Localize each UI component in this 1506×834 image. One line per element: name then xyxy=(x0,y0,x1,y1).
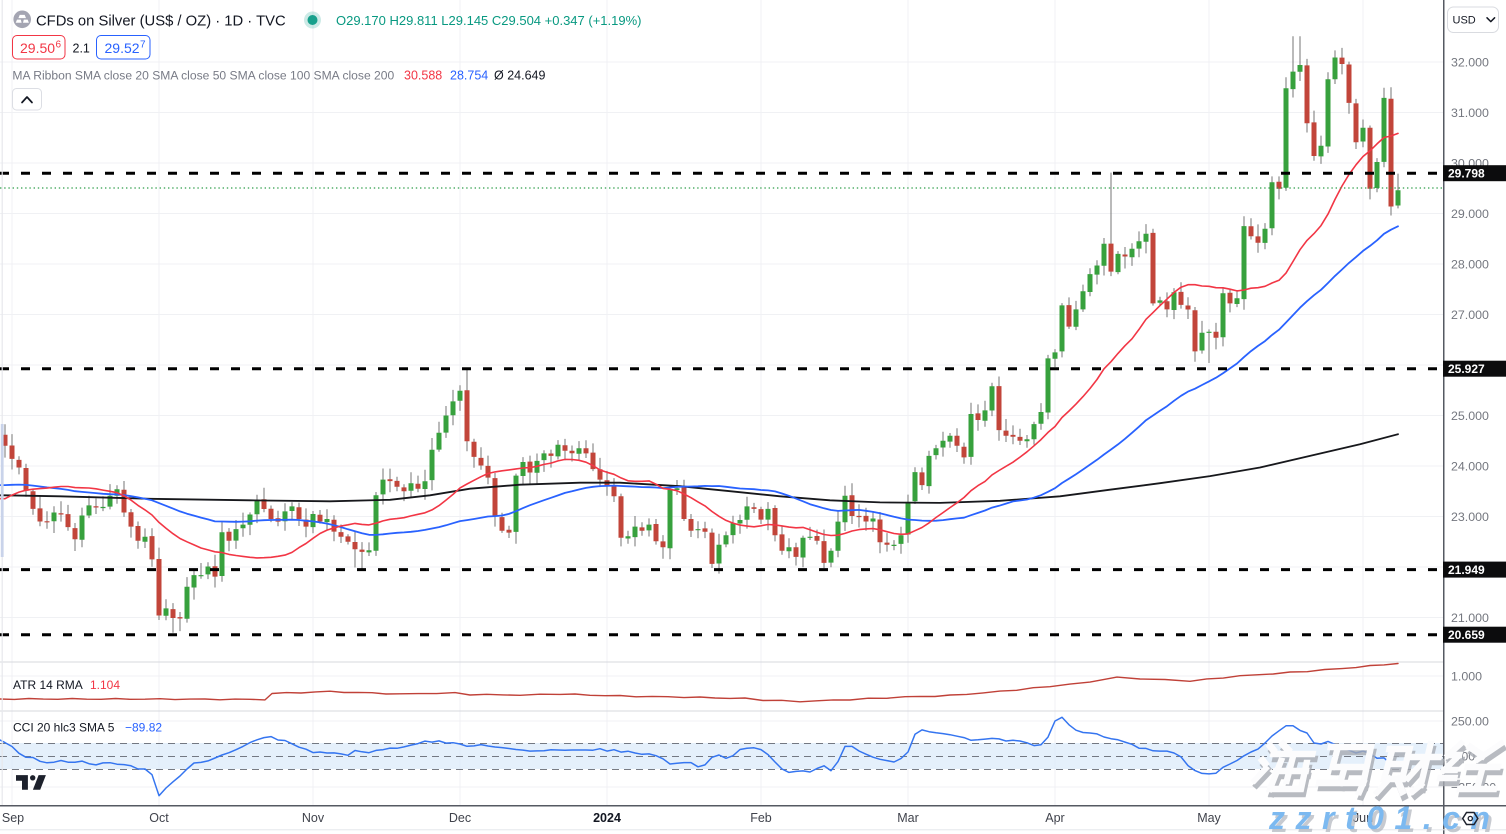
svg-text:zzrt01.cn: zzrt01.cn xyxy=(1271,803,1503,834)
svg-text:20.659: 20.659 xyxy=(1448,628,1485,642)
svg-text:−89.82: −89.82 xyxy=(125,721,162,735)
svg-text:1.000: 1.000 xyxy=(1451,669,1482,683)
svg-text:2024: 2024 xyxy=(593,811,621,825)
svg-text:24.000: 24.000 xyxy=(1451,459,1489,473)
svg-text:21.000: 21.000 xyxy=(1451,611,1489,625)
svg-text:28.754: 28.754 xyxy=(450,69,488,83)
svg-text:zzrt01.cn: zzrt01.cn xyxy=(1268,800,1500,834)
svg-text:May: May xyxy=(1197,811,1221,825)
svg-text:Jun: Jun xyxy=(1353,811,1373,825)
svg-text:1.104: 1.104 xyxy=(90,678,120,692)
svg-text:27.000: 27.000 xyxy=(1451,308,1489,322)
svg-text:29.798: 29.798 xyxy=(1448,167,1485,181)
svg-text:O29.170 H29.811 L29.145 C29.50: O29.170 H29.811 L29.145 C29.504 +0.347 (… xyxy=(336,13,642,28)
svg-text:Sep: Sep xyxy=(2,811,24,825)
svg-text:25.000: 25.000 xyxy=(1451,409,1489,423)
svg-text:6: 6 xyxy=(56,40,62,51)
svg-text:29.000: 29.000 xyxy=(1451,207,1489,221)
svg-text:25.927: 25.927 xyxy=(1448,362,1485,376)
svg-text:23.000: 23.000 xyxy=(1451,510,1489,524)
svg-text:29.52: 29.52 xyxy=(105,40,140,56)
svg-text:30.588: 30.588 xyxy=(404,69,442,83)
svg-text:2.1: 2.1 xyxy=(73,41,90,55)
svg-text:Apr: Apr xyxy=(1045,811,1064,825)
svg-text:CFDs on Silver (US$ / OZ) · 1D: CFDs on Silver (US$ / OZ) · 1D · TVC xyxy=(36,14,286,30)
svg-text:7: 7 xyxy=(140,40,146,51)
svg-text:CCI 20 hlc3 SMA 5: CCI 20 hlc3 SMA 5 xyxy=(13,721,115,735)
svg-text:250.00: 250.00 xyxy=(1451,714,1489,728)
svg-text:MA Ribbon SMA close 20 SMA clo: MA Ribbon SMA close 20 SMA close 50 SMA … xyxy=(12,69,394,83)
svg-text:Feb: Feb xyxy=(750,811,772,825)
svg-text:Mar: Mar xyxy=(897,811,919,825)
svg-text:Oct: Oct xyxy=(149,811,169,825)
svg-text:ATR 14 RMA: ATR 14 RMA xyxy=(13,678,83,692)
svg-text:USD: USD xyxy=(1453,15,1476,27)
svg-text:Dec: Dec xyxy=(449,811,471,825)
svg-text:29.50: 29.50 xyxy=(20,40,55,56)
svg-text:31.000: 31.000 xyxy=(1451,106,1489,120)
svg-text:32.000: 32.000 xyxy=(1451,55,1489,69)
svg-text:21.949: 21.949 xyxy=(1448,563,1485,577)
svg-text:Ø 24.649: Ø 24.649 xyxy=(494,69,545,83)
svg-text:28.000: 28.000 xyxy=(1451,257,1489,271)
svg-text:Nov: Nov xyxy=(302,811,325,825)
